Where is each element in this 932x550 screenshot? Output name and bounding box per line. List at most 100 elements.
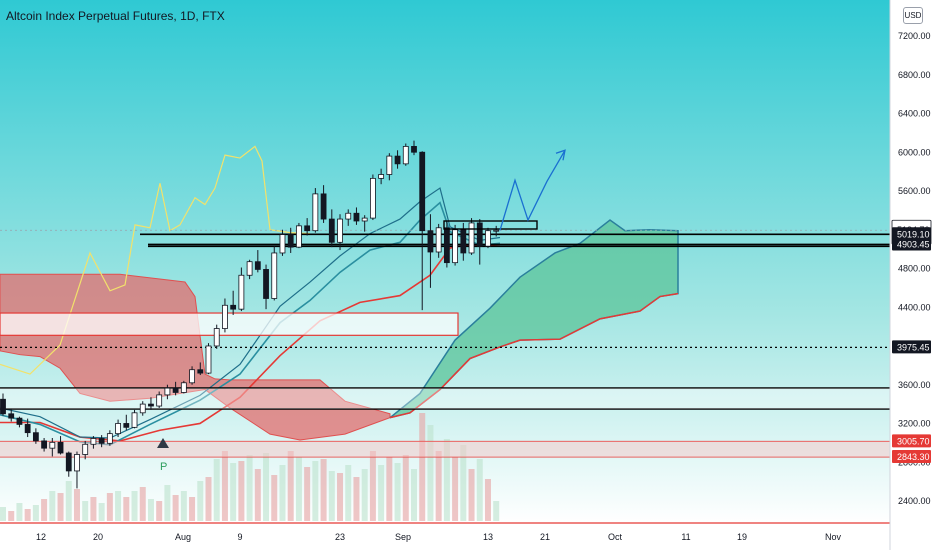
- volume-bar: [452, 457, 459, 521]
- volume-bar: [197, 481, 204, 521]
- volume-bar: [263, 453, 270, 521]
- volume-bar: [139, 487, 146, 521]
- price-tick: 6800.00: [898, 70, 931, 80]
- volume-bar: [172, 495, 179, 521]
- candle-body: [205, 345, 212, 374]
- price-label-text: 2843.30: [897, 452, 930, 462]
- candle-body: [90, 438, 97, 445]
- candle-body: [320, 193, 327, 220]
- candle-body: [57, 441, 64, 454]
- candle-body: [443, 227, 450, 264]
- volume-bar: [82, 501, 89, 521]
- volume-bar: [493, 501, 500, 521]
- volume-bar: [164, 485, 171, 521]
- candle-body: [378, 174, 385, 179]
- volume-bar: [304, 467, 311, 521]
- time-tick: 9: [237, 532, 242, 542]
- price-tick: 3200.00: [898, 419, 931, 429]
- candle-body: [386, 155, 393, 175]
- drawings: P: [157, 149, 566, 473]
- volume-bar: [484, 479, 491, 521]
- volume-bar: [254, 469, 261, 521]
- candle-body: [32, 432, 39, 442]
- price-tick: 6400.00: [898, 109, 931, 119]
- volume-bar: [271, 475, 278, 521]
- price-label-box: [892, 434, 931, 448]
- demand-zone: [0, 388, 890, 409]
- candle-body: [8, 413, 15, 419]
- volume-bar: [57, 493, 64, 521]
- volume-bar: [65, 481, 72, 521]
- red-zone: [0, 441, 890, 458]
- volume-bar: [402, 455, 409, 521]
- candle-body: [41, 440, 47, 449]
- candle-body: [254, 261, 261, 270]
- horizontal-levels: [0, 229, 890, 458]
- candle-body: [287, 234, 294, 248]
- candle-body: [304, 225, 311, 232]
- candle-body: [131, 412, 138, 428]
- candle-body: [452, 229, 459, 264]
- time-tick: 11: [681, 532, 690, 542]
- lagging-span: [0, 145, 311, 375]
- volume-bars: [0, 413, 500, 521]
- price-tick: 6000.00: [898, 147, 931, 157]
- time-tick: 23: [335, 532, 345, 542]
- candle-body: [180, 382, 187, 393]
- time-tick: 20: [93, 532, 103, 542]
- time-tick: Sep: [395, 532, 411, 542]
- volume-bar: [49, 491, 56, 521]
- volume-bar: [279, 465, 286, 521]
- candle-body: [427, 230, 434, 253]
- candle-body: [485, 230, 491, 247]
- candle-body: [353, 212, 360, 222]
- currency-badge[interactable]: USD: [903, 7, 923, 24]
- candle-body: [296, 225, 302, 248]
- price-labels: 5184.7014:03:535019.104903.453975.453005…: [891, 219, 932, 464]
- volume-bar: [386, 457, 393, 521]
- candle-body: [345, 212, 352, 220]
- volume-bar: [246, 455, 253, 521]
- candle-body: [369, 177, 376, 219]
- volume-bar: [295, 457, 302, 521]
- time-tick: Nov: [825, 532, 842, 542]
- projection-arrowhead: [555, 149, 566, 161]
- price-label-text: 3005.70: [897, 436, 930, 446]
- time-tick: Aug: [175, 532, 191, 542]
- volume-bar: [205, 477, 212, 521]
- volume-bar: [378, 465, 385, 521]
- candle-body: [156, 394, 163, 407]
- candle-body: [263, 269, 269, 299]
- time-tick: 13: [483, 532, 493, 542]
- candle-body: [106, 433, 113, 444]
- chart-title: Altcoin Index Perpetual Futures, 1D, FTX: [6, 9, 225, 23]
- candle-body: [230, 304, 237, 310]
- candle-body: [238, 274, 245, 310]
- volume-bar: [131, 491, 138, 521]
- candle-body: [312, 193, 319, 232]
- projection-arrow: [499, 149, 566, 231]
- volume-bar: [213, 459, 220, 521]
- volume-bar: [320, 459, 327, 521]
- time-tick: Oct: [608, 532, 623, 542]
- price-label-box: [892, 227, 931, 241]
- candle-body: [123, 423, 130, 428]
- volume-bar: [147, 499, 154, 521]
- price-tick: 7200.00: [898, 31, 931, 41]
- volume-bar: [230, 463, 237, 521]
- candle-body: [222, 304, 228, 329]
- candle-body: [49, 441, 56, 449]
- candle-body: [16, 417, 23, 425]
- time-tick: 12: [36, 532, 46, 542]
- signal-triangle: [157, 438, 169, 448]
- volume-bar: [221, 451, 228, 521]
- candle-body: [411, 146, 417, 153]
- candle-body: [419, 151, 426, 232]
- volume-bar: [361, 469, 368, 521]
- volume-bar: [41, 499, 48, 521]
- volume-bar: [32, 505, 39, 521]
- price-tick: 5600.00: [898, 186, 931, 196]
- price-label-text: 5019.10: [897, 229, 930, 239]
